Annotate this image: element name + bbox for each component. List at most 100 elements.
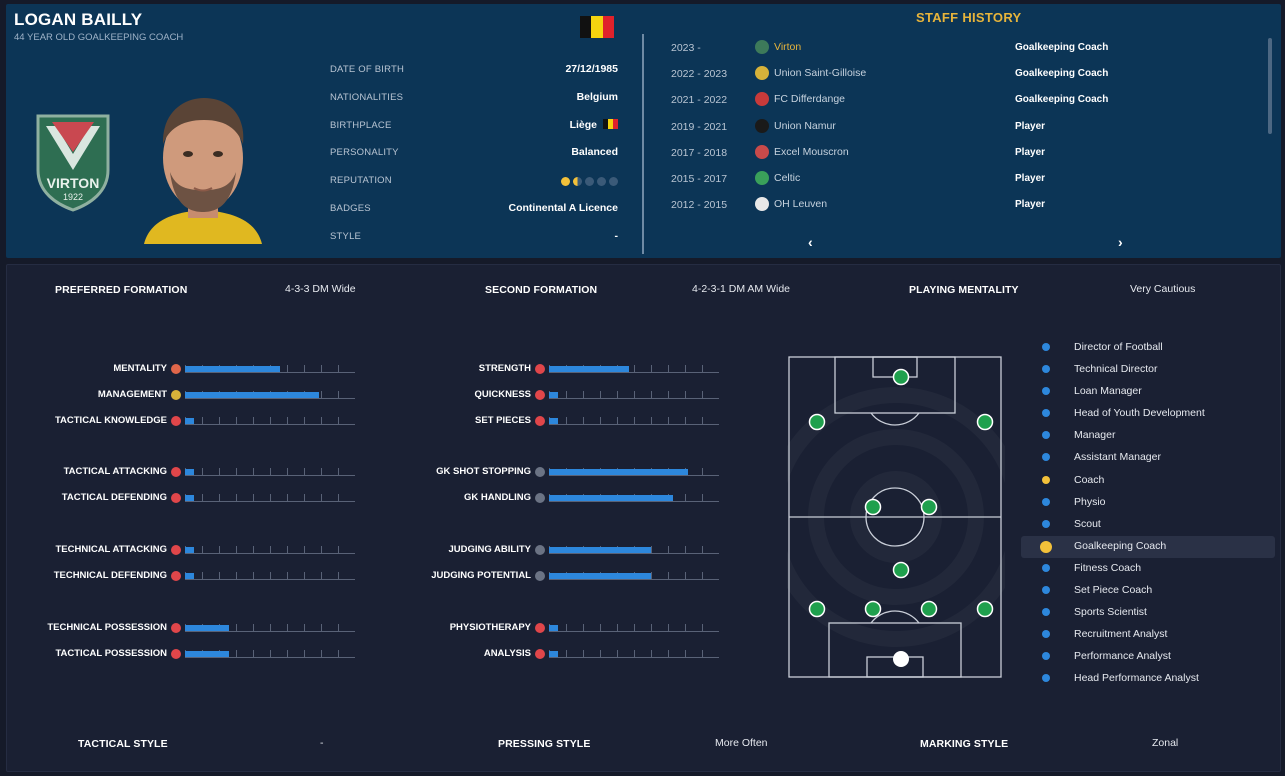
history-role: Player: [1015, 146, 1046, 158]
history-club-link[interactable]: Excel Mouscron: [774, 145, 849, 158]
attribute-bar-fill: [549, 651, 558, 657]
attribute-bar-fill: [185, 651, 230, 657]
role-dot-icon: [1042, 586, 1050, 595]
staff-history-row: 2023 - Virton Goalkeeping Coach: [671, 39, 1111, 59]
attribute-label: MENTALITY: [113, 363, 167, 374]
staff-role-item[interactable]: Goalkeeping Coach: [1021, 535, 1275, 558]
staff-role-item[interactable]: Set Piece Coach: [1021, 580, 1275, 602]
player-position-marker[interactable]: [920, 600, 938, 618]
marking-style-label: MARKING STYLE: [920, 738, 1009, 750]
detail-value-text: Belgium: [576, 91, 618, 103]
role-dot-icon: [1042, 652, 1050, 661]
staff-role-item[interactable]: Fitness Coach: [1021, 558, 1275, 580]
staff-role-item[interactable]: Assistant Manager: [1021, 447, 1275, 469]
history-club-link[interactable]: Celtic: [774, 172, 801, 184]
attribute-label: ANALYSIS: [483, 648, 531, 659]
detail-row: BADGES Continental A Licence: [330, 201, 618, 219]
attribute-indicator-icon: [171, 493, 181, 503]
player-position-marker[interactable]: [864, 498, 882, 516]
staff-name: LOGAN BAILLY: [14, 10, 143, 29]
history-role: Goalkeeping Coach: [1015, 42, 1109, 53]
attribute-bar-fill: [549, 392, 558, 398]
detail-row: BIRTHPLACE Liège: [330, 118, 618, 136]
club-badge-icon: [755, 40, 769, 54]
staff-role-item[interactable]: Physio: [1021, 492, 1275, 514]
detail-value: -: [615, 230, 619, 242]
staff-history-title: STAFF HISTORY: [916, 10, 1022, 25]
detail-value-text: Continental A Licence: [508, 202, 619, 214]
history-years: 2012 - 2015: [671, 199, 728, 212]
formation-pitch: [766, 355, 1026, 679]
attribute-indicator-icon: [171, 571, 181, 581]
attribute-bar: [549, 468, 719, 476]
staff-role-item[interactable]: Coach: [1021, 470, 1275, 492]
role-dot-icon: [1042, 630, 1050, 639]
player-position-marker[interactable]: [892, 368, 910, 386]
detail-value[interactable]: Belgium: [577, 91, 618, 103]
detail-key: PERSONALITY: [330, 147, 399, 158]
attribute-row: SET PIECES: [391, 412, 721, 430]
detail-value[interactable]: Liège: [570, 119, 618, 131]
attribute-row: JUDGING ABILITY: [391, 541, 721, 559]
detail-value: Continental A Licence: [509, 202, 619, 214]
staff-role-item[interactable]: Performance Analyst: [1021, 646, 1275, 668]
detail-value-text: Liège: [569, 119, 597, 131]
attribute-bar: [185, 417, 355, 425]
staff-history-row: 2021 - 2022 FC Differdange Goalkeeping Coa…: [671, 91, 1111, 111]
attribute-label: TECHNICAL DEFENDING: [53, 570, 167, 581]
player-position-marker[interactable]: [892, 561, 910, 579]
player-position-marker[interactable]: [808, 600, 826, 618]
attribute-bar: [185, 572, 355, 580]
detail-key: BIRTHPLACE: [330, 120, 392, 131]
history-years: 2015 - 2017: [671, 173, 728, 185]
history-club-link[interactable]: Union Namur: [774, 119, 836, 132]
club-badge-icon: [755, 66, 769, 81]
history-scrollbar[interactable]: [1268, 38, 1272, 134]
history-next-button[interactable]: ›: [1118, 234, 1123, 250]
attribute-indicator-icon: [535, 623, 545, 633]
staff-role-item[interactable]: Manager: [1021, 425, 1275, 447]
staff-role-item[interactable]: Director of Football: [1021, 337, 1275, 359]
history-club-link[interactable]: FC Differdange: [774, 93, 846, 106]
staff-role-item[interactable]: Recruitment Analyst: [1021, 624, 1275, 646]
role-label: Goalkeeping Coach: [1074, 539, 1167, 552]
attribute-label: GK SHOT STOPPING: [436, 466, 531, 477]
staff-role-item[interactable]: Head Performance Analyst: [1021, 668, 1275, 690]
role-label: Set Piece Coach: [1074, 584, 1153, 597]
reputation-star-icon: [609, 177, 618, 186]
staff-role-item[interactable]: Technical Director: [1021, 359, 1275, 381]
attribute-row: TECHNICAL POSSESSION: [27, 619, 357, 637]
player-position-marker[interactable]: [976, 600, 994, 618]
staff-role-item[interactable]: Head of Youth Development: [1021, 403, 1275, 425]
staff-role-item[interactable]: Scout: [1021, 514, 1275, 536]
attribute-row: TECHNICAL ATTACKING: [27, 541, 357, 559]
club-badge-icon: [755, 92, 769, 107]
history-prev-button[interactable]: ‹: [808, 234, 813, 250]
history-club-link[interactable]: OH Leuven: [774, 198, 828, 211]
history-club-link[interactable]: Virton: [774, 41, 802, 53]
detail-key: NATIONALITIES: [330, 92, 404, 103]
attribute-bar-fill: [185, 495, 194, 501]
role-label: Loan Manager: [1074, 385, 1142, 398]
club-badge-icon: [755, 118, 769, 133]
club-badge-icon: [755, 171, 769, 185]
player-position-marker[interactable]: [808, 413, 826, 431]
staff-role-item[interactable]: Loan Manager: [1021, 381, 1275, 403]
attribute-indicator-icon: [535, 364, 545, 374]
player-position-marker[interactable]: [864, 600, 882, 618]
tactical-style-value: -: [320, 737, 324, 749]
staff-role-item[interactable]: Sports Scientist: [1021, 602, 1275, 624]
attribute-bar: [549, 572, 719, 580]
attribute-indicator-icon: [535, 467, 545, 477]
attribute-label: GK HANDLING: [463, 492, 531, 503]
role-label: Fitness Coach: [1074, 561, 1142, 574]
detail-value: Balanced: [571, 146, 618, 158]
player-position-marker[interactable]: [976, 413, 994, 431]
attribute-label: STRENGTH: [478, 363, 531, 374]
attribute-label: TACTICAL KNOWLEDGE: [54, 415, 167, 426]
history-club-link[interactable]: Union Saint-Gilloise: [774, 67, 867, 80]
second-formation-label: SECOND FORMATION: [485, 284, 598, 296]
player-position-marker[interactable]: [920, 498, 938, 516]
role-dot-icon: [1042, 387, 1050, 396]
attribute-indicator-icon: [535, 493, 545, 503]
